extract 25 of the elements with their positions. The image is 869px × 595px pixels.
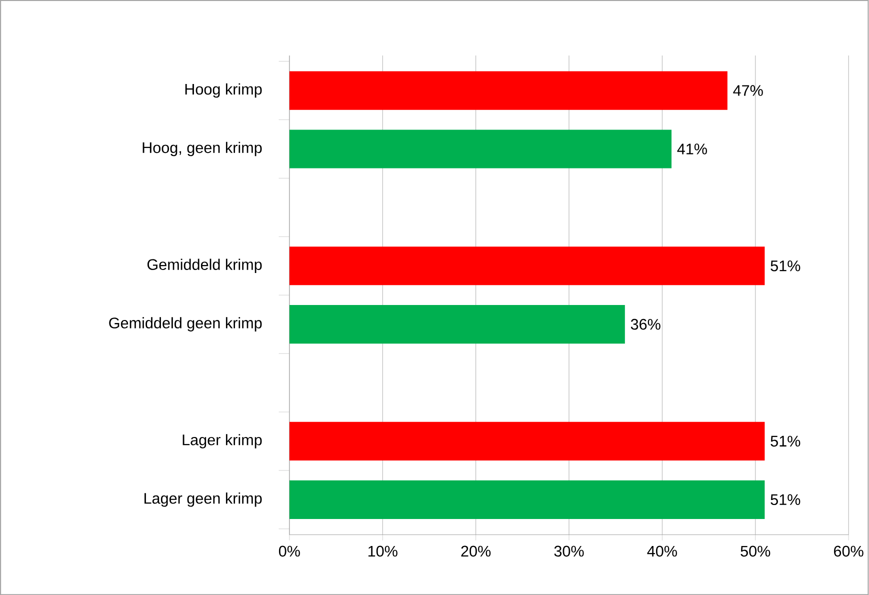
data-label: 41%: [677, 144, 707, 154]
data-label: 51%: [770, 494, 800, 505]
bar: [289, 304, 625, 344]
bar: [289, 71, 728, 110]
data-label: 36%: [630, 318, 660, 330]
x-tick-label: 20%: [461, 546, 491, 557]
y-tick-label: Gemiddeld geen krimp: [109, 317, 262, 332]
bar: [289, 480, 765, 519]
y-tick-label: Hoog, geen krimp: [142, 142, 262, 156]
x-tick-label: 10%: [368, 546, 398, 557]
bar: [289, 246, 765, 286]
y-tick-label: Gemiddeld krimp: [147, 258, 262, 273]
x-tick-label: 50%: [740, 546, 770, 557]
data-label: 47%: [733, 85, 763, 96]
bar: [289, 130, 672, 168]
x-tick-label: 40%: [647, 546, 677, 557]
y-tick-label: Hoog krimp: [185, 83, 262, 98]
x-tick-label: 30%: [554, 546, 584, 557]
data-label: 51%: [770, 436, 800, 447]
y-tick-label: Lager geen krimp: [144, 492, 262, 507]
data-label: 51%: [770, 260, 800, 272]
y-tick-label: Lager krimp: [182, 434, 262, 448]
bar: [289, 422, 765, 460]
x-tick-label: 60%: [834, 546, 864, 557]
x-tick-label: 0%: [278, 546, 300, 557]
